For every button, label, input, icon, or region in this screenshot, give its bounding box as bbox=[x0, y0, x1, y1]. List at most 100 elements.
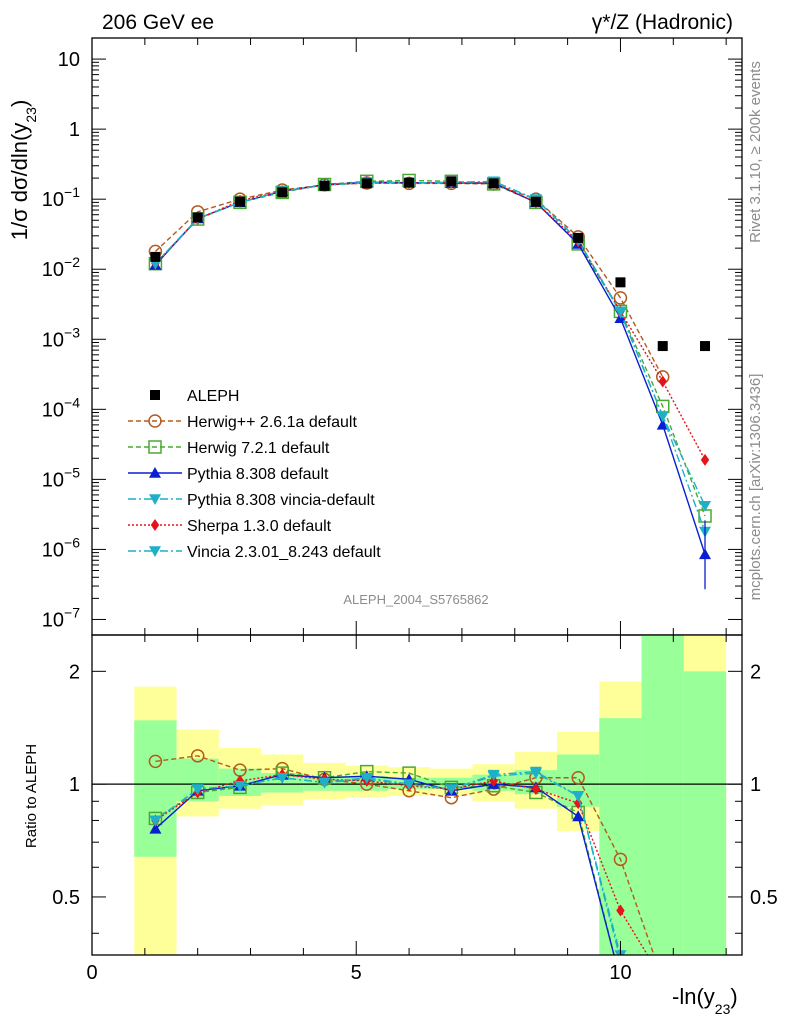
ratio-series-point bbox=[659, 974, 667, 986]
y-tick-label: 10−4 bbox=[42, 394, 80, 421]
y-tick-label: 10−1 bbox=[42, 184, 80, 211]
legend-label: Herwig 7.2.1 default bbox=[187, 440, 330, 457]
legend-marker bbox=[149, 467, 161, 478]
y-tick-exponent: −3 bbox=[64, 324, 80, 340]
legend-label: Vincia 2.3.01_8.243 default bbox=[187, 544, 381, 561]
series-point bbox=[658, 375, 667, 388]
ratio-panel: 2 2 1 1 0.5 0.5 0 5 10 bbox=[52, 634, 778, 986]
legend-label: Herwig++ 2.6.1a default bbox=[187, 414, 357, 431]
data-point bbox=[361, 178, 372, 189]
series-point bbox=[656, 418, 669, 430]
ratio-series-point bbox=[531, 783, 541, 796]
ratio-series-line bbox=[155, 770, 615, 955]
series-point bbox=[614, 306, 627, 318]
ratio-series-point bbox=[360, 772, 373, 784]
legend-marker bbox=[149, 494, 161, 505]
watermark: ALEPH_2004_S5765862 bbox=[343, 592, 488, 607]
ratio-series-point bbox=[572, 810, 585, 822]
ratio-y-tick-label-right: 1 bbox=[750, 774, 761, 796]
legend-marker bbox=[150, 390, 160, 400]
ratio-frame bbox=[91, 634, 743, 956]
ratio-series-point bbox=[616, 904, 625, 917]
legend-marker bbox=[150, 519, 160, 531]
series-line bbox=[154, 180, 706, 507]
chart-title-left: 206 GeV ee bbox=[102, 11, 214, 34]
ratio-series-point bbox=[148, 754, 163, 769]
ratio-y-axis-label: Ratio to ALEPH bbox=[23, 744, 40, 848]
main-panel: 10 1 10−1 10−2 10−3 10−4 10−5 10−6 10−7 bbox=[42, 37, 743, 636]
data-point bbox=[615, 277, 626, 288]
ratio-y-tick-label: 0.5 bbox=[52, 887, 80, 909]
ratio-series-point bbox=[489, 774, 498, 787]
legend: ALEPH Herwig++ 2.6.1a default Herwig 7.2.1… bbox=[128, 388, 381, 561]
ratio-series-point bbox=[571, 770, 585, 785]
side-label-rivet: Rivet 3.1.10, ≥ 200k events bbox=[747, 61, 764, 243]
data-point bbox=[700, 341, 711, 352]
uncertainty-band-green bbox=[683, 671, 727, 955]
data-point bbox=[277, 187, 288, 198]
data-point bbox=[446, 176, 457, 187]
ratio-series-point bbox=[572, 791, 585, 802]
legend-marker bbox=[148, 414, 162, 428]
ratio-series-point bbox=[529, 766, 542, 778]
uncertainty-band-green bbox=[134, 720, 177, 857]
uncertainty-band-green bbox=[599, 718, 642, 955]
legend-label: Sherpa 1.3.0 default bbox=[187, 518, 332, 535]
y-axis-label: 1/σ dσ/dln(y23) bbox=[7, 100, 39, 241]
ratio-series-point bbox=[318, 777, 331, 789]
data-point bbox=[234, 196, 245, 207]
uncertainty-band-green bbox=[641, 635, 684, 955]
x-tick-label: 5 bbox=[351, 962, 362, 984]
data-point bbox=[657, 341, 668, 352]
y-tick-exponent: −7 bbox=[64, 604, 80, 620]
ratio-series-point bbox=[487, 769, 500, 781]
x-axis-label: -ln(y23) bbox=[672, 984, 738, 1017]
ratio-plot-area bbox=[92, 635, 742, 986]
ratio-series-point bbox=[573, 797, 583, 810]
ratio-series-point bbox=[149, 822, 162, 834]
ratio-y-tick-label-right: 2 bbox=[750, 661, 761, 683]
data-point bbox=[573, 232, 584, 243]
series-point bbox=[700, 453, 710, 466]
y-tick-exponent: −5 bbox=[64, 464, 80, 480]
legend-label: ALEPH bbox=[187, 388, 239, 405]
ratio-series-point bbox=[445, 784, 458, 796]
x-tick-label: 10 bbox=[609, 962, 631, 984]
ratio-y-tick-label: 1 bbox=[69, 774, 80, 796]
series-point bbox=[699, 500, 712, 512]
ratio-y-tick-label: 2 bbox=[69, 661, 80, 683]
y-tick-label: 10 bbox=[58, 49, 80, 71]
ratio-series-point bbox=[403, 779, 416, 791]
ratio-series-point bbox=[613, 852, 628, 867]
series-point bbox=[656, 411, 669, 423]
y-tick-label: 10−5 bbox=[42, 464, 80, 491]
ratio-series-point bbox=[190, 749, 205, 763]
data-point bbox=[488, 178, 499, 189]
y-tick-label: 10−6 bbox=[42, 534, 80, 561]
y-tick-label: 10−2 bbox=[42, 254, 80, 281]
ratio-series-point bbox=[149, 815, 162, 827]
legend-marker bbox=[148, 440, 162, 454]
data-point bbox=[530, 196, 541, 207]
y-tick-label: 1 bbox=[69, 119, 80, 141]
x-tick-label: 0 bbox=[86, 962, 97, 984]
data-point bbox=[192, 212, 203, 223]
series-line bbox=[154, 182, 664, 378]
y-tick-label: 10−7 bbox=[42, 604, 80, 631]
chart-title-right: γ*/Z (Hadronic) bbox=[592, 11, 733, 34]
ratio-y-tick-label-right: 0.5 bbox=[750, 887, 778, 909]
data-point bbox=[404, 177, 415, 188]
data-point bbox=[150, 251, 161, 262]
ratio-series-point bbox=[233, 780, 246, 792]
data-point bbox=[319, 180, 330, 191]
legend-label: Pythia 8.308 vincia-default bbox=[187, 492, 375, 509]
y-tick-exponent: −1 bbox=[64, 184, 80, 200]
ratio-series-point bbox=[276, 772, 289, 784]
ratio-series-point bbox=[191, 784, 204, 796]
side-label-mcplots: mcplots.cern.ch [arXiv:1306.3436] bbox=[747, 374, 764, 601]
y-tick-exponent: −4 bbox=[64, 394, 80, 410]
ratio-series-point bbox=[657, 974, 669, 986]
series-point bbox=[613, 291, 628, 305]
legend-marker bbox=[149, 546, 161, 557]
